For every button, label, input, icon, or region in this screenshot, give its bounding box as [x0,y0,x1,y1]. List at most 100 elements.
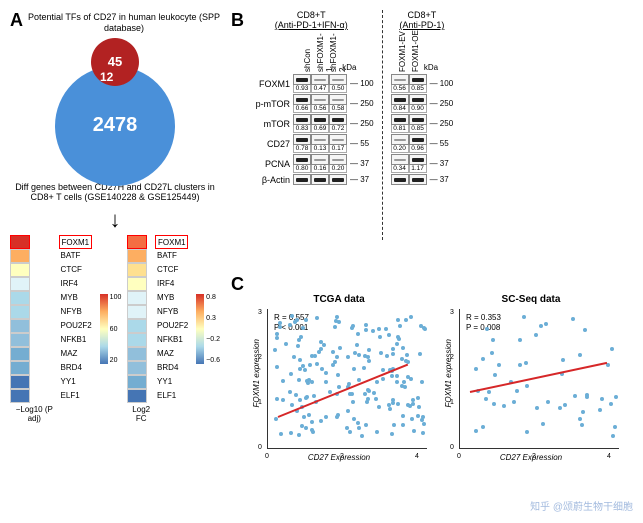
hm-cell [10,277,30,291]
data-point [320,367,324,371]
arrow-down-icon: ↓ [10,207,220,233]
panel-c: C TCGA dataFOXM1 expressionR = 0.557P < … [235,280,635,463]
data-point [375,380,379,384]
data-point [388,407,392,411]
hm-cell [10,235,30,249]
quant-value: 0.56 [391,85,409,93]
band [311,154,329,165]
data-point [371,329,375,333]
data-point [377,405,381,409]
data-point [573,394,577,398]
data-point [385,354,389,358]
data-point [412,429,416,433]
data-point [292,355,296,359]
kda-label: — 100 [347,79,374,88]
data-point [278,325,282,329]
data-point [279,432,283,436]
data-point [362,366,366,370]
hm-cell [10,319,30,333]
data-point [275,397,279,401]
data-point [357,353,361,357]
data-point [290,403,294,407]
quant-value: 0.81 [391,125,409,133]
venn-small-circle: 45 [91,38,139,86]
gene-label: BRD4 [155,361,188,375]
kda-label: — 250 [347,119,374,128]
hm-cell [10,263,30,277]
data-point [307,413,311,417]
y-tick: 1 [258,399,262,406]
band [293,134,311,145]
hm-cell [127,361,147,375]
hm-cell [10,347,30,361]
band [329,94,347,105]
band [409,134,427,145]
data-point [336,373,340,377]
band [293,174,311,185]
venn-diagram: 2478 45 12 [40,38,190,178]
band [391,134,409,145]
quant-value: 0.66 [293,105,311,113]
lane-label: shFOXM1-2 [329,30,341,72]
western-blot: CD8+T(Anti-PD-1+IFN-α)shConshFOXM1-1shFO… [249,10,374,186]
kda-label: — 55 [347,139,369,148]
data-point [295,318,299,322]
data-point [409,315,413,319]
data-point [356,421,360,425]
data-point [360,434,364,438]
data-point [600,397,604,401]
band [311,134,329,145]
band [293,154,311,165]
data-point [297,433,301,437]
gene-label: MYB [59,291,92,305]
data-point [405,353,409,357]
data-point [515,389,519,393]
y-tick: 1 [450,399,454,406]
lane-label: shCon [303,30,315,72]
data-point [317,350,321,354]
quant-value: 0.80 [293,165,311,173]
gene-label: YY1 [155,375,188,389]
data-point [416,396,420,400]
data-point [387,333,391,337]
kda-label: — 55 [427,139,449,148]
data-point [416,414,420,418]
data-point [401,346,405,350]
panel-c-label: C [231,274,244,295]
separator [382,10,383,240]
data-point [395,380,399,384]
band [311,174,329,185]
kda-label: — 250 [427,119,454,128]
data-point [518,338,522,342]
data-point [401,414,405,418]
data-point [275,336,279,340]
data-point [391,352,395,356]
hm-cell [127,235,147,249]
axis-label: Log2 FC [127,405,155,423]
data-point [474,367,478,371]
x-axis-label: CD27 Expression [249,453,429,462]
trend-line [470,362,607,393]
quant-value: 0.84 [391,105,409,113]
y-tick: 0 [450,444,454,451]
data-point [392,423,396,427]
data-point [356,332,360,336]
data-point [497,363,501,367]
gene-label: YY1 [59,375,92,389]
data-point [558,406,562,410]
data-point [381,368,385,372]
quant-value: 1.17 [409,165,427,173]
lane-label: FOXM1-EV [398,30,410,72]
y-axis-label: FOXM1 expression [252,339,261,407]
lane-label: shFOXM1-1 [316,30,328,72]
data-point [305,395,309,399]
hm-cell [127,305,147,319]
data-point [302,415,306,419]
data-point [273,348,277,352]
data-point [411,402,415,406]
data-point [484,397,488,401]
y-tick: 3 [258,309,262,316]
kda-label: — 37 [347,175,369,184]
protein-name: FOXM1 [249,79,293,89]
data-point [491,338,495,342]
